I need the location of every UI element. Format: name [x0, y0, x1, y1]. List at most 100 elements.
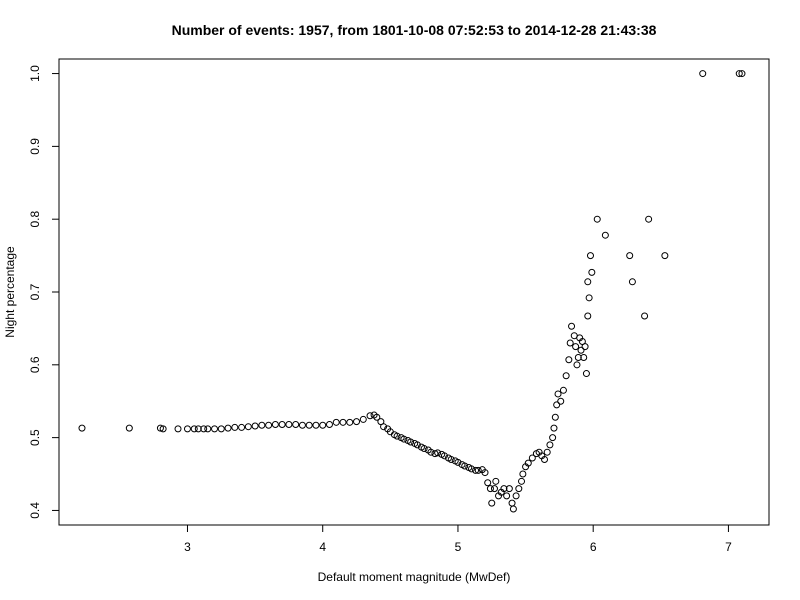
data-point — [505, 485, 513, 493]
data-point — [528, 454, 536, 462]
y-tick-label: 0.5 — [28, 429, 42, 446]
data-point — [159, 425, 167, 433]
data-point — [515, 485, 523, 493]
data-point — [156, 424, 164, 432]
data-point — [440, 452, 448, 460]
data-point — [332, 418, 340, 426]
data-point — [174, 425, 182, 433]
data-point — [508, 499, 516, 507]
data-point — [373, 413, 381, 421]
data-point — [447, 455, 455, 463]
data-point — [484, 479, 492, 487]
data-points — [78, 70, 746, 513]
data-point — [285, 421, 293, 429]
data-point — [346, 418, 354, 426]
data-point — [183, 425, 191, 433]
plot-frame — [58, 58, 770, 526]
data-point — [509, 505, 517, 513]
data-point — [190, 425, 198, 433]
data-point — [125, 424, 133, 432]
y-axis: 0.4 0.5 0.6 0.7 0.8 0.9 1.0 — [28, 65, 59, 519]
data-point — [486, 485, 494, 493]
data-point — [488, 499, 496, 507]
data-point — [393, 432, 401, 440]
data-point — [581, 343, 589, 351]
data-point — [339, 418, 347, 426]
data-point — [524, 459, 532, 467]
data-point — [244, 423, 252, 431]
data-point — [566, 339, 574, 347]
data-point — [586, 252, 594, 260]
data-point — [298, 421, 306, 429]
data-point — [584, 278, 592, 286]
data-point — [577, 346, 585, 354]
data-point — [641, 312, 649, 320]
data-point — [325, 421, 333, 429]
data-point — [503, 492, 511, 500]
x-tick-label: 3 — [184, 540, 191, 554]
data-point — [549, 434, 557, 442]
y-tick-label: 0.9 — [28, 138, 42, 155]
data-point — [588, 268, 596, 276]
data-point — [366, 412, 374, 420]
data-point — [194, 425, 202, 433]
data-point — [565, 356, 573, 364]
x-tick-label: 5 — [455, 540, 462, 554]
data-point — [413, 441, 421, 449]
data-point — [593, 215, 601, 223]
x-tick-label: 4 — [319, 540, 326, 554]
data-point — [585, 294, 593, 302]
y-tick-label: 0.7 — [28, 283, 42, 300]
data-point — [251, 422, 259, 430]
data-point — [211, 425, 219, 433]
data-point — [490, 485, 498, 493]
data-point — [492, 477, 500, 485]
data-point — [601, 231, 609, 239]
data-point — [271, 421, 279, 429]
data-point — [519, 470, 527, 478]
data-point — [554, 390, 562, 398]
x-tick-label: 6 — [590, 540, 597, 554]
data-point — [467, 465, 475, 473]
y-tick-label: 0.8 — [28, 211, 42, 228]
data-point — [553, 401, 561, 409]
data-point — [265, 421, 273, 429]
data-point — [472, 466, 480, 474]
x-tick-label: 7 — [725, 540, 732, 554]
data-point — [550, 424, 558, 432]
data-point — [258, 421, 266, 429]
data-point — [626, 252, 634, 260]
y-axis-label: Night percentage — [3, 246, 17, 338]
data-point — [217, 425, 225, 433]
chart-title: Number of events: 1957, from 1801-10-08 … — [172, 22, 657, 38]
data-point — [380, 423, 388, 431]
data-point — [200, 425, 208, 433]
data-point — [407, 438, 415, 446]
data-point — [551, 413, 559, 421]
data-point — [574, 354, 582, 362]
data-point — [231, 423, 239, 431]
data-point — [204, 425, 212, 433]
data-point — [359, 415, 367, 423]
y-tick-label: 0.6 — [28, 356, 42, 373]
data-point — [461, 462, 469, 470]
y-tick-label: 1.0 — [28, 65, 42, 82]
data-point — [541, 455, 549, 463]
data-point — [500, 485, 508, 493]
data-point — [580, 354, 588, 362]
data-point — [645, 215, 653, 223]
data-point — [512, 492, 520, 500]
x-axis: 3 4 5 6 7 — [184, 525, 732, 554]
data-point — [559, 386, 567, 394]
data-point — [699, 70, 707, 78]
data-point — [427, 448, 435, 456]
data-point — [454, 458, 462, 466]
y-tick-label: 0.4 — [28, 502, 42, 519]
data-point — [292, 421, 300, 429]
data-point — [562, 372, 570, 380]
data-point — [78, 424, 86, 432]
data-point — [661, 252, 669, 260]
data-point — [431, 450, 439, 458]
data-point — [573, 361, 581, 369]
